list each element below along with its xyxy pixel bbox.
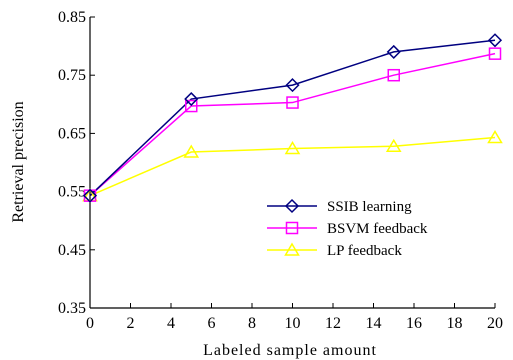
data-point-diamond — [487, 33, 503, 48]
x-tick-label: 18 — [447, 315, 463, 332]
y-tick-label: 0.65 — [58, 125, 86, 142]
data-point-triangle — [487, 129, 503, 144]
x-tick-label: 2 — [127, 315, 135, 332]
y-tick-label: 0.85 — [58, 9, 86, 26]
legend-marker-square — [285, 221, 299, 235]
legend-marker-triangle — [284, 242, 300, 256]
y-tick-label: 0.75 — [58, 67, 86, 84]
data-point-diamond — [285, 78, 300, 93]
x-tick-label: 20 — [487, 315, 503, 332]
data-point-triangle — [284, 141, 301, 155]
data-point-square — [488, 47, 502, 60]
data-point-square — [185, 99, 198, 113]
legend-marker-diamond — [284, 198, 300, 214]
y-axis-title: Retrieval precision — [10, 101, 27, 222]
x-ticks: 0 2 4 6 8 10 12 14 16 18 20 — [86, 303, 503, 332]
y-tick-label: 0.35 — [58, 300, 86, 317]
data-point-square — [387, 68, 400, 82]
series-line-bsvm-feedback — [89, 52, 496, 197]
x-tick-label: 12 — [325, 315, 341, 332]
x-tick-label: 10 — [285, 315, 301, 332]
y-tick-label: 0.55 — [58, 184, 86, 201]
data-point-triangle — [385, 138, 402, 152]
data-point-triangle — [183, 144, 200, 158]
legend: SSIB learning BSVM feedback LP feedback — [267, 198, 428, 259]
data-point-square — [286, 96, 299, 109]
data-point-diamond — [184, 92, 199, 107]
x-tick-label: 16 — [406, 315, 422, 332]
legend-label: BSVM feedback — [327, 221, 428, 237]
y-ticks: 0.35 0.45 0.55 0.65 0.75 0.85 — [58, 9, 95, 317]
x-tick-label: 6 — [208, 315, 216, 332]
legend-label: SSIB learning — [327, 199, 412, 215]
series-line-ssib-learning — [89, 39, 496, 197]
x-axis-title: Labeled sample amount — [203, 342, 377, 359]
data-point-diamond — [82, 188, 98, 203]
x-tick-label: 14 — [366, 315, 382, 332]
x-tick-label: 4 — [167, 315, 175, 332]
x-tick-label: 8 — [248, 315, 256, 332]
series-layer — [82, 33, 503, 203]
legend-label: LP feedback — [327, 243, 402, 259]
x-tick-label: 0 — [86, 315, 94, 332]
series-line-lp-feedback — [89, 136, 496, 197]
data-point-diamond — [386, 44, 401, 59]
y-tick-label: 0.45 — [58, 242, 86, 259]
